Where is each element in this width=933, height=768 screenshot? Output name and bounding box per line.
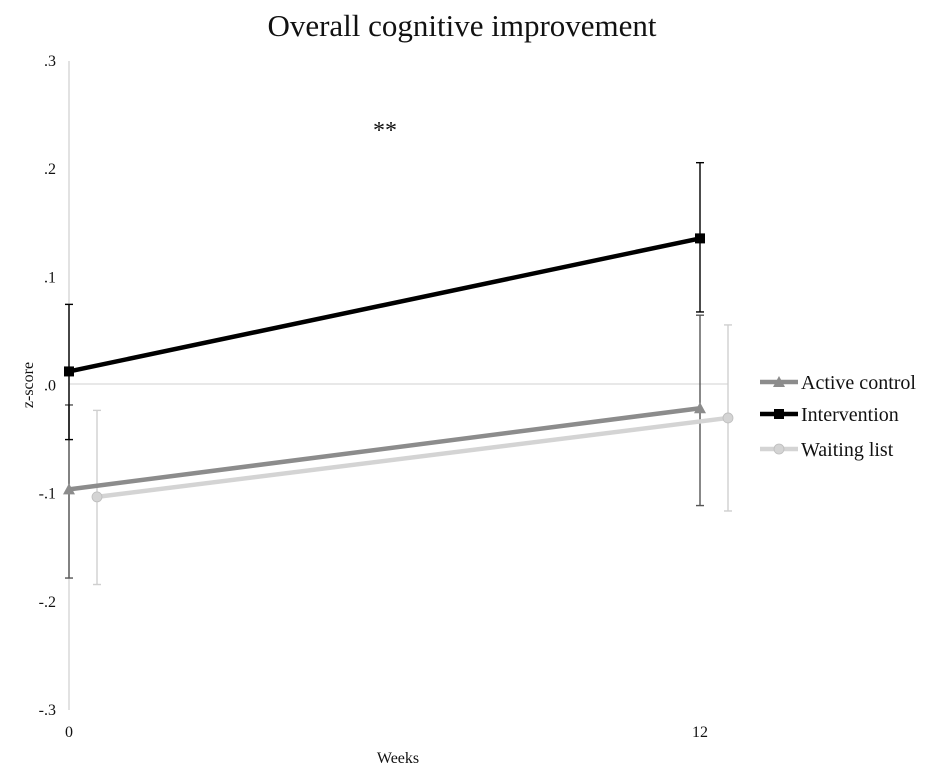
y-tick-label: .2 xyxy=(44,161,56,178)
x-tick-labels: 0 12 xyxy=(65,724,708,741)
legend: Active control Intervention Waiting list xyxy=(760,372,916,461)
data-point xyxy=(91,491,103,503)
x-tick-label: 12 xyxy=(692,724,708,741)
chart-title: Overall cognitive improvement xyxy=(267,8,656,43)
y-tick-label: -.3 xyxy=(39,702,56,719)
series-line xyxy=(96,415,729,500)
y-tick-label: .0 xyxy=(44,378,56,395)
y-tick-label: .1 xyxy=(44,269,56,286)
legend-label: Intervention xyxy=(801,404,899,426)
y-tick-label: .3 xyxy=(44,53,56,70)
data-point xyxy=(694,402,706,414)
data-point xyxy=(722,412,734,424)
data-point xyxy=(63,483,75,495)
legend-marker xyxy=(773,376,785,387)
y-tick-label: -.2 xyxy=(39,594,56,611)
legend-label: Active control xyxy=(801,372,916,394)
data-point xyxy=(64,366,74,377)
legend-marker xyxy=(774,409,784,419)
x-axis-label: Weeks xyxy=(377,750,419,767)
legend-marker xyxy=(773,443,785,455)
y-axis-label: z-score xyxy=(20,362,37,408)
data-point xyxy=(695,233,705,244)
x-tick-label: 0 xyxy=(65,724,73,741)
y-tick-label: -.1 xyxy=(39,486,56,503)
y-tick-labels: .3 .2 .1 .0 -.1 -.2 -.3 xyxy=(39,53,56,719)
series-line xyxy=(68,405,701,492)
legend-label: Waiting list xyxy=(801,439,894,461)
significance-annotation: ** xyxy=(373,118,397,144)
plot-area xyxy=(63,161,734,586)
series-line xyxy=(68,236,701,374)
